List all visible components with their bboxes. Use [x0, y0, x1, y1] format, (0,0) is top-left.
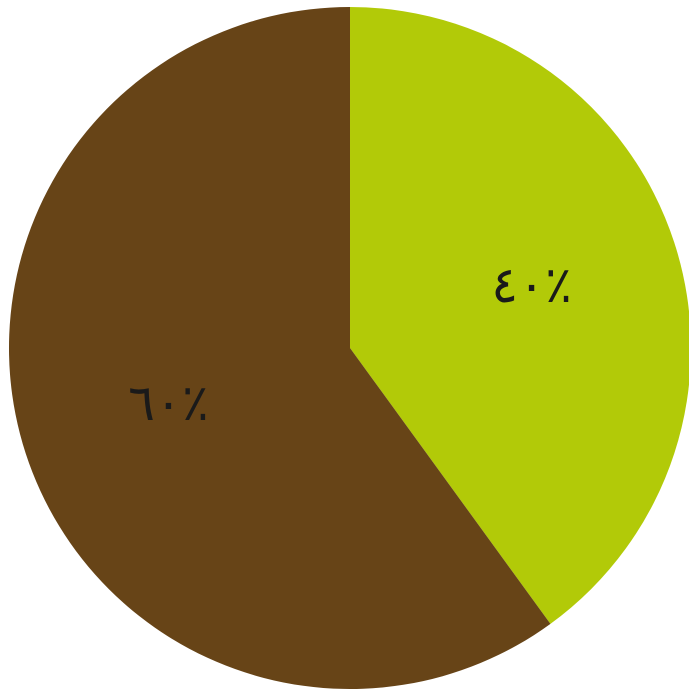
pie-slice-2 [8, 6, 551, 689]
pie-slice-label-2: ٪٦٠ [128, 374, 209, 432]
pie-slice-1 [350, 7, 689, 624]
pie-slices [8, 6, 689, 689]
pie-labels: ٪٤٠ ٪٦٠ [128, 256, 572, 432]
pie-slice-label-1: ٪٤٠ [491, 256, 572, 314]
